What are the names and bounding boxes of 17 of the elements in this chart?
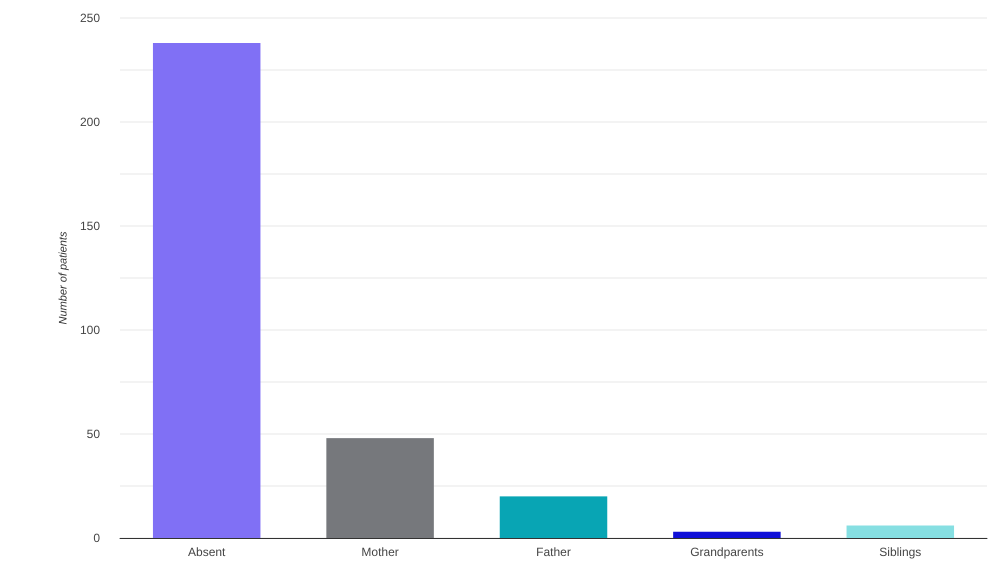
y-axis-title: Number of patients: [58, 231, 70, 324]
y-tick-label: 150: [80, 219, 100, 233]
bar: [500, 496, 608, 538]
x-tick-label: Absent: [188, 545, 226, 559]
y-tick-label: 100: [80, 323, 100, 337]
x-tick-label: Father: [536, 545, 571, 559]
x-tick-label: Grandparents: [690, 545, 764, 559]
y-tick-label: 50: [86, 427, 100, 441]
y-tick-label: 200: [80, 115, 100, 129]
x-tick-label: Mother: [361, 545, 399, 559]
y-tick-label: 0: [93, 531, 100, 545]
bar: [673, 532, 781, 538]
bar: [152, 42, 260, 538]
x-tick-label: Siblings: [879, 545, 922, 559]
y-tick-label: 250: [80, 11, 100, 25]
bar: [846, 526, 954, 538]
bar: [326, 438, 434, 538]
